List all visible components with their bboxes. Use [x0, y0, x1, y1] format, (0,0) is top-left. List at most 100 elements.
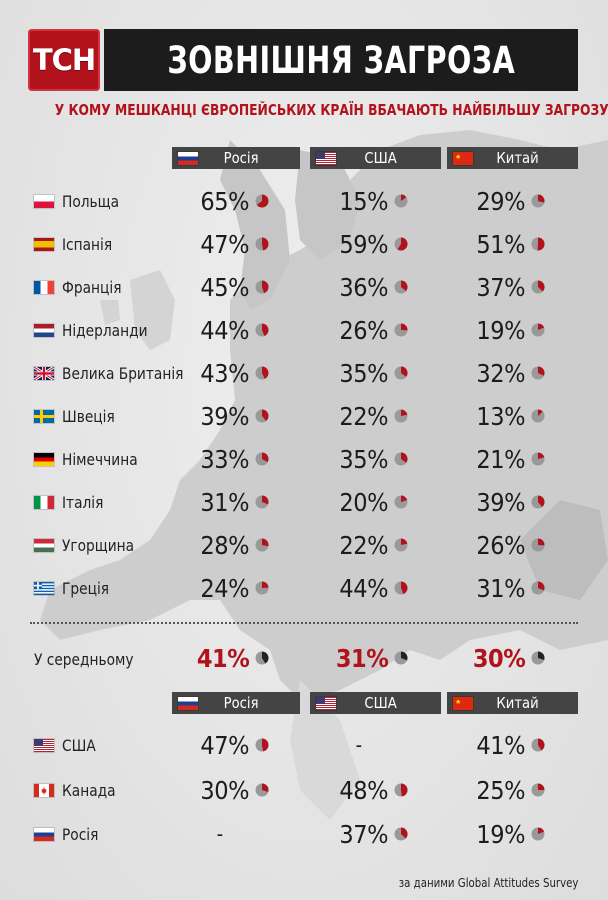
value-label: 37% [476, 272, 525, 302]
pie-slice [262, 452, 269, 463]
value-cell: 44% [308, 572, 408, 604]
top-header-china: ★ Китай [447, 147, 578, 169]
bottom-header-russia: Росія [172, 692, 300, 714]
value-label: 22% [339, 401, 388, 431]
pie-slice [262, 538, 269, 547]
value-cell: 43% [169, 357, 269, 389]
tsn-logo: ТСН [28, 29, 100, 91]
country-label: Греція [62, 578, 110, 598]
value-cell: 13% [445, 400, 545, 432]
sweden-flag-icon [34, 409, 54, 423]
pie-icon [255, 538, 269, 552]
pie-slice [262, 581, 269, 588]
usa-flag-icon [34, 738, 54, 752]
country-label: Іспанія [62, 234, 113, 254]
pie-icon [531, 194, 545, 208]
usa-flag-icon [316, 696, 336, 710]
country-label: Угорщина [62, 535, 135, 555]
value-label: 30% [200, 775, 249, 805]
value-label: - [355, 733, 362, 757]
pie-slice [401, 783, 408, 797]
country-label: Канада [62, 780, 116, 800]
value-label: 37% [339, 819, 388, 849]
pie-icon [394, 495, 408, 509]
average-value-cell: 31% [308, 642, 408, 674]
pie-icon [394, 538, 408, 552]
pie-icon [255, 581, 269, 595]
average-value-cell: 30% [445, 642, 545, 674]
pie-icon [394, 452, 408, 466]
pie-icon [255, 495, 269, 509]
pie-icon [394, 651, 408, 665]
pie-icon [531, 538, 545, 552]
pie-icon [394, 194, 408, 208]
pie-slice [262, 366, 269, 379]
pie-icon [531, 738, 545, 752]
page-title: ЗОВНІШНЯ ЗАГРОЗА [167, 38, 515, 82]
value-label: 59% [339, 229, 388, 259]
value-cell: 28% [169, 529, 269, 561]
average-label: У середньому [34, 650, 134, 669]
value-cell: 26% [445, 529, 545, 561]
italy-flag-icon [34, 495, 54, 509]
country-netherlands: Нідерланди [34, 320, 162, 340]
value-cell: 26% [308, 314, 408, 346]
value-cell: 47% [169, 729, 269, 761]
value-label: 21% [476, 444, 525, 474]
value-label: 26% [339, 315, 388, 345]
value-label: 45% [200, 272, 249, 302]
value-label: 19% [476, 819, 525, 849]
value-cell: 39% [445, 486, 545, 518]
pie-slice [538, 366, 545, 376]
value-label: 48% [339, 775, 388, 805]
value-cell: 44% [169, 314, 269, 346]
pie-slice [538, 783, 545, 790]
usa-flag-icon [316, 151, 336, 165]
pie-icon [394, 280, 408, 294]
value-label: 33% [200, 444, 249, 474]
pie-icon [531, 366, 545, 380]
pie-icon [255, 409, 269, 423]
pie-icon [531, 581, 545, 595]
value-label: 31% [476, 573, 525, 603]
pie-slice [401, 538, 408, 545]
value-cell: 29% [445, 185, 545, 217]
pie-slice [262, 651, 269, 664]
pie-slice [538, 827, 545, 834]
value-cell: 35% [308, 443, 408, 475]
pie-icon [394, 827, 408, 841]
country-france: Франція [34, 277, 131, 297]
pie-slice [538, 581, 545, 591]
russia-flag-icon [178, 151, 198, 165]
country-spain: Іспанія [34, 234, 120, 254]
value-label: 65% [200, 186, 249, 216]
spain-flag-icon [34, 237, 54, 251]
pie-icon [255, 323, 269, 337]
pie-slice [401, 495, 408, 502]
value-label: 44% [200, 315, 249, 345]
pie-slice [401, 827, 408, 839]
svg-text:★: ★ [455, 153, 461, 161]
canada-flag-icon [34, 783, 54, 797]
pie-slice [401, 409, 408, 416]
value-label: 13% [476, 401, 525, 431]
value-cell: 48% [308, 774, 408, 806]
country-label: Франція [62, 277, 122, 297]
column-header-label: Росія [223, 694, 259, 712]
value-cell: 32% [445, 357, 545, 389]
country-label: Італія [62, 492, 104, 512]
pie-slice [401, 581, 408, 595]
logo-text: ТСН [32, 43, 96, 77]
value-cell: 59% [308, 228, 408, 260]
value-cell: 19% [445, 818, 545, 850]
value-cell: 45% [169, 271, 269, 303]
value-label: 41% [196, 643, 249, 673]
pie-slice [262, 323, 269, 337]
greece-flag-icon [34, 581, 54, 595]
country-canada: Канада [34, 780, 124, 800]
value-label: 31% [200, 487, 249, 517]
pie-slice [401, 651, 408, 661]
pie-icon [394, 237, 408, 251]
pie-slice [401, 280, 408, 292]
